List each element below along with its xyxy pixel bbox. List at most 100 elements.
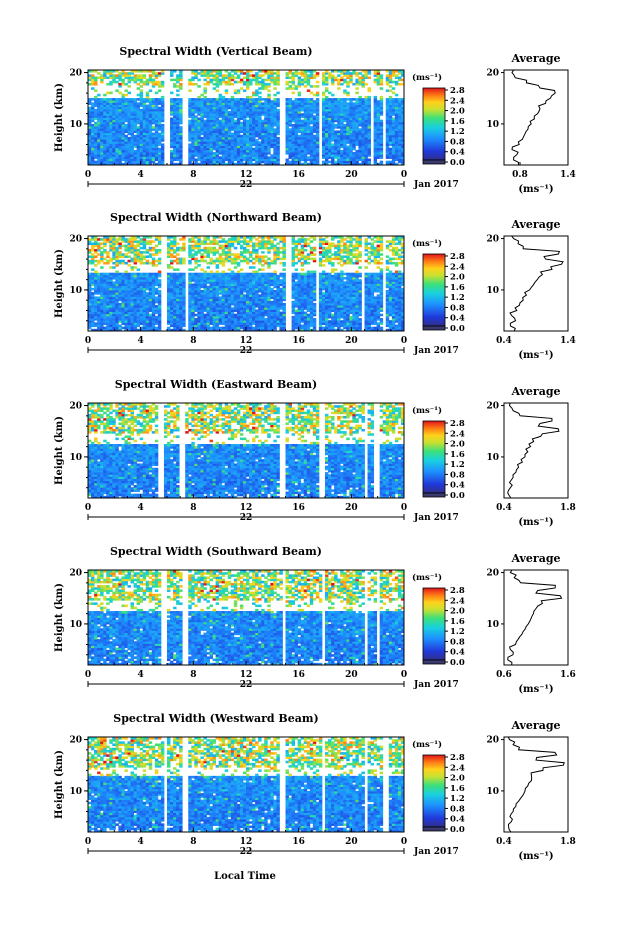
heatmap-cell — [218, 98, 223, 101]
heatmap-cell — [306, 156, 311, 159]
heatmap-cell — [188, 136, 192, 140]
heatmap-cell — [334, 106, 338, 110]
heatmap-cell — [130, 117, 134, 121]
heatmap-cell — [249, 132, 253, 136]
heatmap-cell — [112, 80, 116, 84]
heatmap-cell — [352, 130, 356, 134]
heatmap-cell — [145, 115, 150, 118]
heatmap-cell — [118, 119, 122, 123]
heatmap-cell — [242, 149, 247, 153]
heatmap-cell — [88, 126, 92, 129]
heatmap-cell — [297, 152, 302, 155]
heatmap-cell — [121, 126, 125, 129]
heatmap-cell — [261, 119, 265, 123]
heatmap-cell — [303, 80, 308, 84]
heatmap-cell — [188, 113, 192, 116]
heatmap-cell — [364, 134, 368, 138]
heatmap-cell — [242, 134, 247, 138]
heatmap-cell — [397, 115, 402, 118]
heatmap-cell — [340, 76, 344, 80]
heatmap-cell — [179, 158, 183, 162]
heatmap-cell — [139, 123, 144, 127]
heatmap-cell — [94, 149, 98, 153]
heatmap-cell — [312, 318, 317, 321]
heatmap-cell — [352, 111, 356, 114]
y-axis-label: Height (km) — [54, 83, 65, 152]
heatmap-cell — [230, 136, 235, 140]
heatmap-cell — [100, 158, 104, 162]
heatmap-cell — [151, 160, 156, 164]
heatmap-cell — [294, 123, 299, 127]
heatmap-cell — [367, 152, 371, 155]
heatmap-cell — [239, 100, 244, 103]
heatmap-cell — [218, 152, 223, 155]
heatmap-cell — [209, 160, 213, 164]
heatmap-cell — [246, 87, 250, 90]
heatmap-cell — [236, 141, 241, 144]
heatmap-cell — [221, 123, 226, 127]
heatmap-cell — [88, 106, 92, 110]
heatmap-cell — [300, 106, 305, 110]
heatmap-cell — [191, 158, 195, 162]
heatmap-cell — [160, 147, 165, 151]
heatmap-cell — [233, 158, 238, 162]
heatmap-cell — [106, 113, 110, 116]
heatmap-cell — [145, 126, 150, 129]
heatmap-cell — [118, 85, 122, 88]
heatmap-cell — [340, 136, 344, 140]
heatmap-cell — [291, 113, 296, 116]
heatmap-cell — [100, 160, 104, 164]
heatmap-cell — [242, 126, 247, 129]
heatmap-cell — [397, 76, 402, 80]
heatmap-cell — [118, 141, 122, 144]
heatmap-cell — [215, 158, 220, 162]
heatmap-cell — [94, 95, 98, 99]
heatmap-cell — [239, 147, 244, 151]
heatmap-cell — [373, 111, 378, 114]
heatmap-cell — [215, 89, 220, 92]
heatmap-cell — [349, 136, 353, 140]
heatmap-cell — [197, 100, 201, 103]
heatmap-cell — [300, 126, 305, 129]
heatmap-cell — [397, 126, 402, 129]
heatmap-cell — [385, 74, 390, 77]
heatmap-cell — [267, 130, 271, 134]
heatmap-cell — [346, 121, 350, 125]
heatmap-cell — [88, 111, 92, 114]
heatmap-cell — [209, 132, 213, 136]
heatmap-cell — [361, 156, 365, 159]
heatmap-cell — [337, 87, 341, 90]
heatmap-cell — [355, 87, 359, 90]
heatmap-cell — [352, 128, 356, 131]
heatmap-cell — [294, 128, 299, 131]
heatmap-cell — [206, 117, 210, 121]
heatmap-cell — [325, 98, 329, 101]
heatmap-cell — [349, 145, 353, 149]
heatmap-cell — [91, 115, 95, 118]
heatmap-cell — [121, 139, 125, 142]
heatmap-cell — [321, 154, 326, 157]
heatmap-cell — [173, 141, 177, 144]
heatmap-cell — [400, 141, 405, 144]
heatmap-cell — [388, 111, 393, 114]
heatmap-cell — [285, 162, 289, 166]
heatmap-cell — [334, 104, 338, 108]
heatmap-cell — [255, 158, 259, 162]
heatmap-cell — [106, 111, 110, 114]
heatmap-cell — [261, 147, 265, 151]
heatmap-cell — [385, 141, 390, 144]
heatmap-cell — [148, 136, 153, 140]
heatmap-cell — [358, 121, 362, 125]
heatmap-cell — [106, 152, 110, 155]
heatmap-cell — [91, 102, 95, 105]
heatmap-cell — [97, 160, 101, 164]
heatmap-cell — [194, 162, 198, 166]
heatmap-cell — [297, 91, 302, 95]
heatmap-cell — [188, 126, 192, 129]
heatmap-cell — [388, 80, 393, 84]
heatmap-cell — [203, 126, 207, 129]
heatmap-cell — [233, 136, 238, 140]
heatmap-cell — [355, 115, 359, 118]
heatmap-cell — [388, 149, 393, 153]
heatmap-cell — [188, 128, 192, 131]
